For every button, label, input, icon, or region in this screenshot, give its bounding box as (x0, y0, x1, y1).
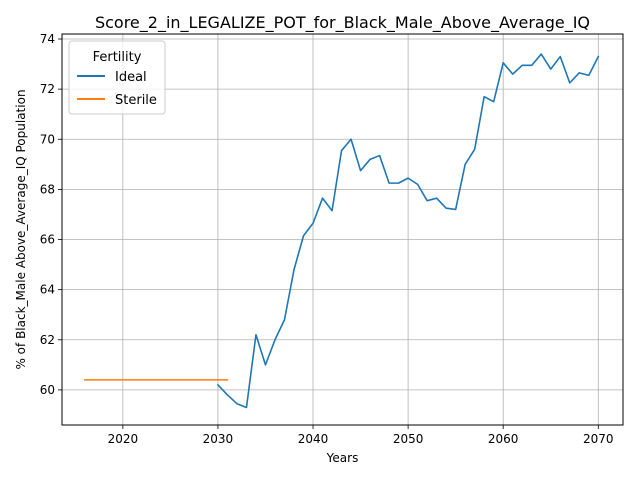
y-tick-label: 66 (40, 233, 55, 247)
series-layer (84, 53, 600, 409)
x-tick-label: 2070 (583, 432, 614, 446)
y-axis-label: % of Black_Male Above_Average_IQ Populat… (14, 89, 28, 369)
x-tick-label: 2020 (108, 432, 139, 446)
chart-title: Score_2_in_LEGALIZE_POT_for_Black_Male_A… (95, 13, 590, 33)
x-tick-label: 2050 (393, 432, 424, 446)
legend: Fertility Ideal Sterile (68, 40, 166, 115)
y-tick-label: 70 (40, 132, 55, 146)
series-line-ideal (216, 53, 600, 409)
y-tick-label: 62 (40, 333, 55, 347)
y-tick-label: 64 (40, 283, 55, 297)
y-tick-label: 60 (40, 383, 55, 397)
y-tick-label: 74 (40, 32, 55, 46)
plot-frame (61, 33, 624, 426)
x-tick-label: 2030 (203, 432, 234, 446)
x-axis: 2020 2030 2040 2050 2060 2070 (108, 425, 614, 446)
grid (62, 34, 623, 425)
y-axis: 60 62 64 66 68 70 72 74 (40, 32, 62, 397)
x-tick-label: 2060 (488, 432, 519, 446)
y-tick-label: 68 (40, 182, 55, 196)
legend-label-ideal: Ideal (115, 70, 147, 85)
legend-label-sterile: Sterile (115, 93, 157, 108)
legend-title: Fertility (93, 50, 142, 65)
x-axis-label: Years (326, 451, 359, 465)
x-tick-label: 2040 (298, 432, 329, 446)
y-tick-label: 72 (40, 82, 55, 96)
legend-box (68, 40, 166, 115)
